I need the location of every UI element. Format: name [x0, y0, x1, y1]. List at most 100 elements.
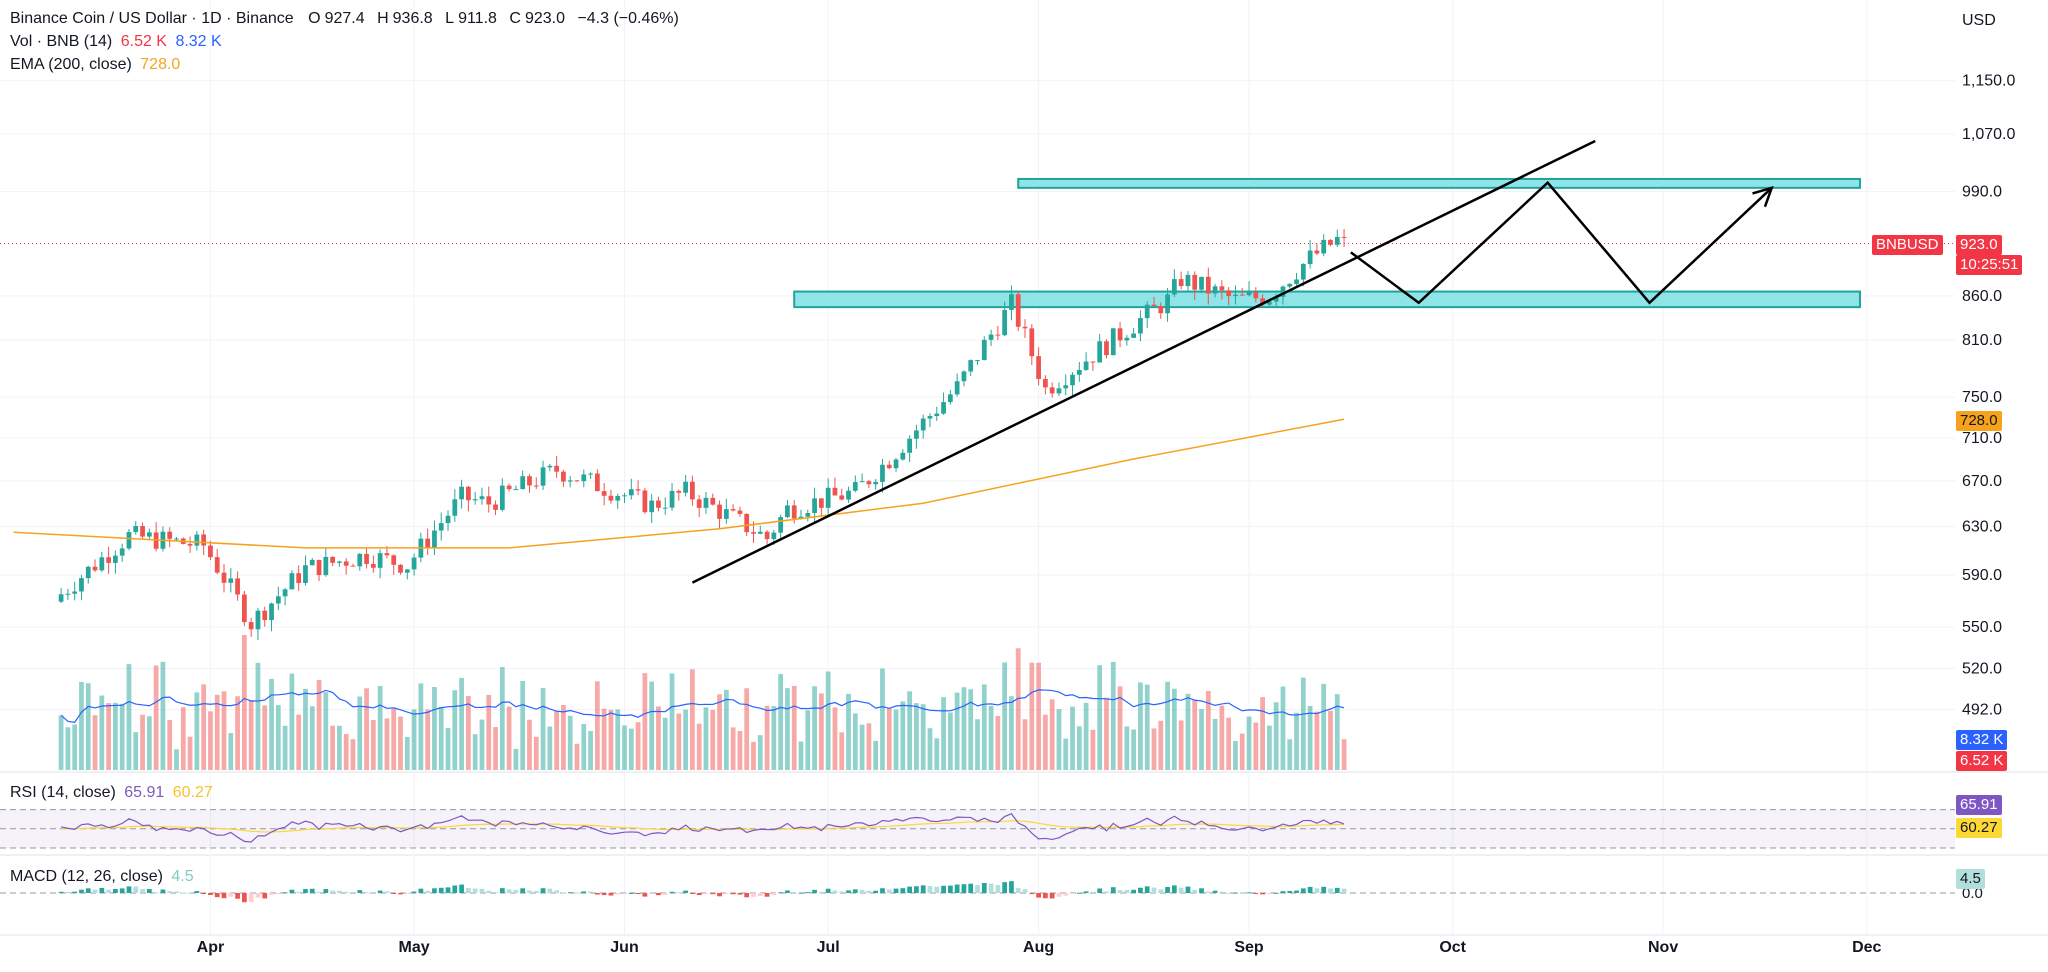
candle-body	[337, 561, 342, 563]
candle-body	[479, 496, 485, 500]
volume-bar	[1083, 702, 1089, 770]
macd-histogram-bar	[1043, 893, 1048, 899]
volume-bar	[140, 714, 145, 770]
candle-body	[262, 610, 268, 621]
volume-bar	[1192, 699, 1198, 770]
projection-arrowhead	[1752, 185, 1774, 208]
candle-body	[676, 490, 682, 493]
candle-body	[1307, 250, 1313, 265]
macd-histogram-bar	[927, 886, 933, 893]
candle-body	[812, 498, 817, 514]
macd-histogram-bar	[873, 890, 879, 893]
candle-body	[649, 500, 655, 513]
macd-histogram-bar	[214, 893, 220, 898]
macd-histogram-bar	[1056, 893, 1062, 897]
candle-body	[1097, 341, 1103, 363]
volume-bar	[1178, 720, 1184, 770]
candle-body	[757, 531, 763, 534]
candle-body	[744, 513, 750, 533]
price-axis-label: 1,070.0	[1962, 126, 2015, 143]
volume-bar	[968, 689, 974, 770]
volume-bar	[744, 688, 750, 770]
candle-body	[472, 499, 478, 501]
volume-bar	[818, 693, 824, 770]
macd-histogram-bar	[832, 890, 838, 893]
macd-histogram-bar	[954, 884, 960, 893]
volume-bar	[99, 695, 105, 770]
macd-histogram-bar	[72, 891, 78, 893]
ohlc-open: O 927.4	[308, 10, 369, 27]
volume-bar	[635, 722, 641, 770]
candle-body	[1192, 274, 1198, 290]
candle-body	[1083, 361, 1089, 370]
candle-body	[1321, 239, 1327, 254]
volume-bar	[778, 674, 784, 770]
macd-histogram-bar	[1165, 886, 1170, 893]
volume-bar	[751, 741, 756, 770]
macd-histogram-bar	[581, 891, 587, 893]
candle-body	[411, 557, 417, 570]
volume-bar	[194, 692, 200, 770]
candle-body	[561, 471, 566, 482]
macd-histogram-bar	[744, 893, 750, 898]
candle-body	[615, 496, 621, 501]
volume-bar	[180, 707, 186, 770]
candle-body	[669, 490, 675, 508]
volume-bar	[1246, 716, 1252, 770]
candle-body	[880, 464, 885, 482]
volume-bar	[370, 720, 376, 770]
volume-bar	[866, 723, 872, 770]
volume-sell-tag: 6.52 K	[1956, 751, 2008, 771]
candle-body	[588, 473, 593, 475]
candle-body	[1110, 328, 1116, 356]
candle-body	[221, 572, 227, 583]
volume-bar	[1110, 661, 1116, 770]
candle-body	[364, 553, 369, 564]
price-axis-label: 492.0	[1962, 702, 2002, 719]
macd-histogram-bar	[1076, 892, 1082, 894]
candle-body	[866, 481, 872, 485]
time-axis-label: Jul	[817, 939, 840, 956]
macd-histogram-bar	[1151, 887, 1157, 893]
low-value: 911.8	[458, 10, 497, 27]
volume-bar	[880, 668, 885, 770]
candle-body	[1205, 276, 1211, 294]
macd-histogram-bar	[798, 892, 804, 894]
currency-label[interactable]: USD	[1962, 12, 1996, 29]
volume-bar	[282, 725, 288, 770]
macd-histogram-bar	[79, 889, 84, 893]
candle-body	[1300, 264, 1306, 280]
candle-body	[914, 430, 919, 439]
rsi-legend-ma: 60.27	[172, 784, 213, 801]
candle-body	[1178, 279, 1184, 287]
volume-bar	[1287, 739, 1293, 770]
volume-bar	[377, 685, 383, 770]
candle-body	[296, 573, 302, 584]
price-axis-label: 860.0	[1962, 288, 2002, 305]
volume-bar	[85, 683, 91, 770]
volume-bar	[690, 669, 695, 770]
volume-bar	[1029, 662, 1035, 770]
candle-body	[1233, 294, 1238, 297]
volume-bar	[907, 691, 912, 770]
volume-bar	[1253, 722, 1259, 770]
candle-body	[608, 495, 614, 501]
volume-bar	[167, 719, 173, 770]
candle-body	[384, 553, 390, 556]
volume-bar	[445, 728, 451, 770]
volume-bar	[486, 694, 492, 770]
macd-histogram-bar	[1097, 888, 1103, 893]
volume-bar	[934, 738, 940, 770]
volume-bar	[995, 715, 1001, 770]
candle-body	[1260, 298, 1265, 305]
candle-body	[1171, 279, 1177, 295]
volume-bar	[567, 715, 573, 770]
rsi-legend-label: RSI (14, close)	[10, 784, 116, 801]
volume-bar	[920, 704, 926, 770]
candle-body	[839, 495, 845, 500]
candle-body	[818, 498, 824, 508]
candles-group	[58, 229, 1347, 641]
macd-histogram-bar	[1341, 888, 1347, 893]
